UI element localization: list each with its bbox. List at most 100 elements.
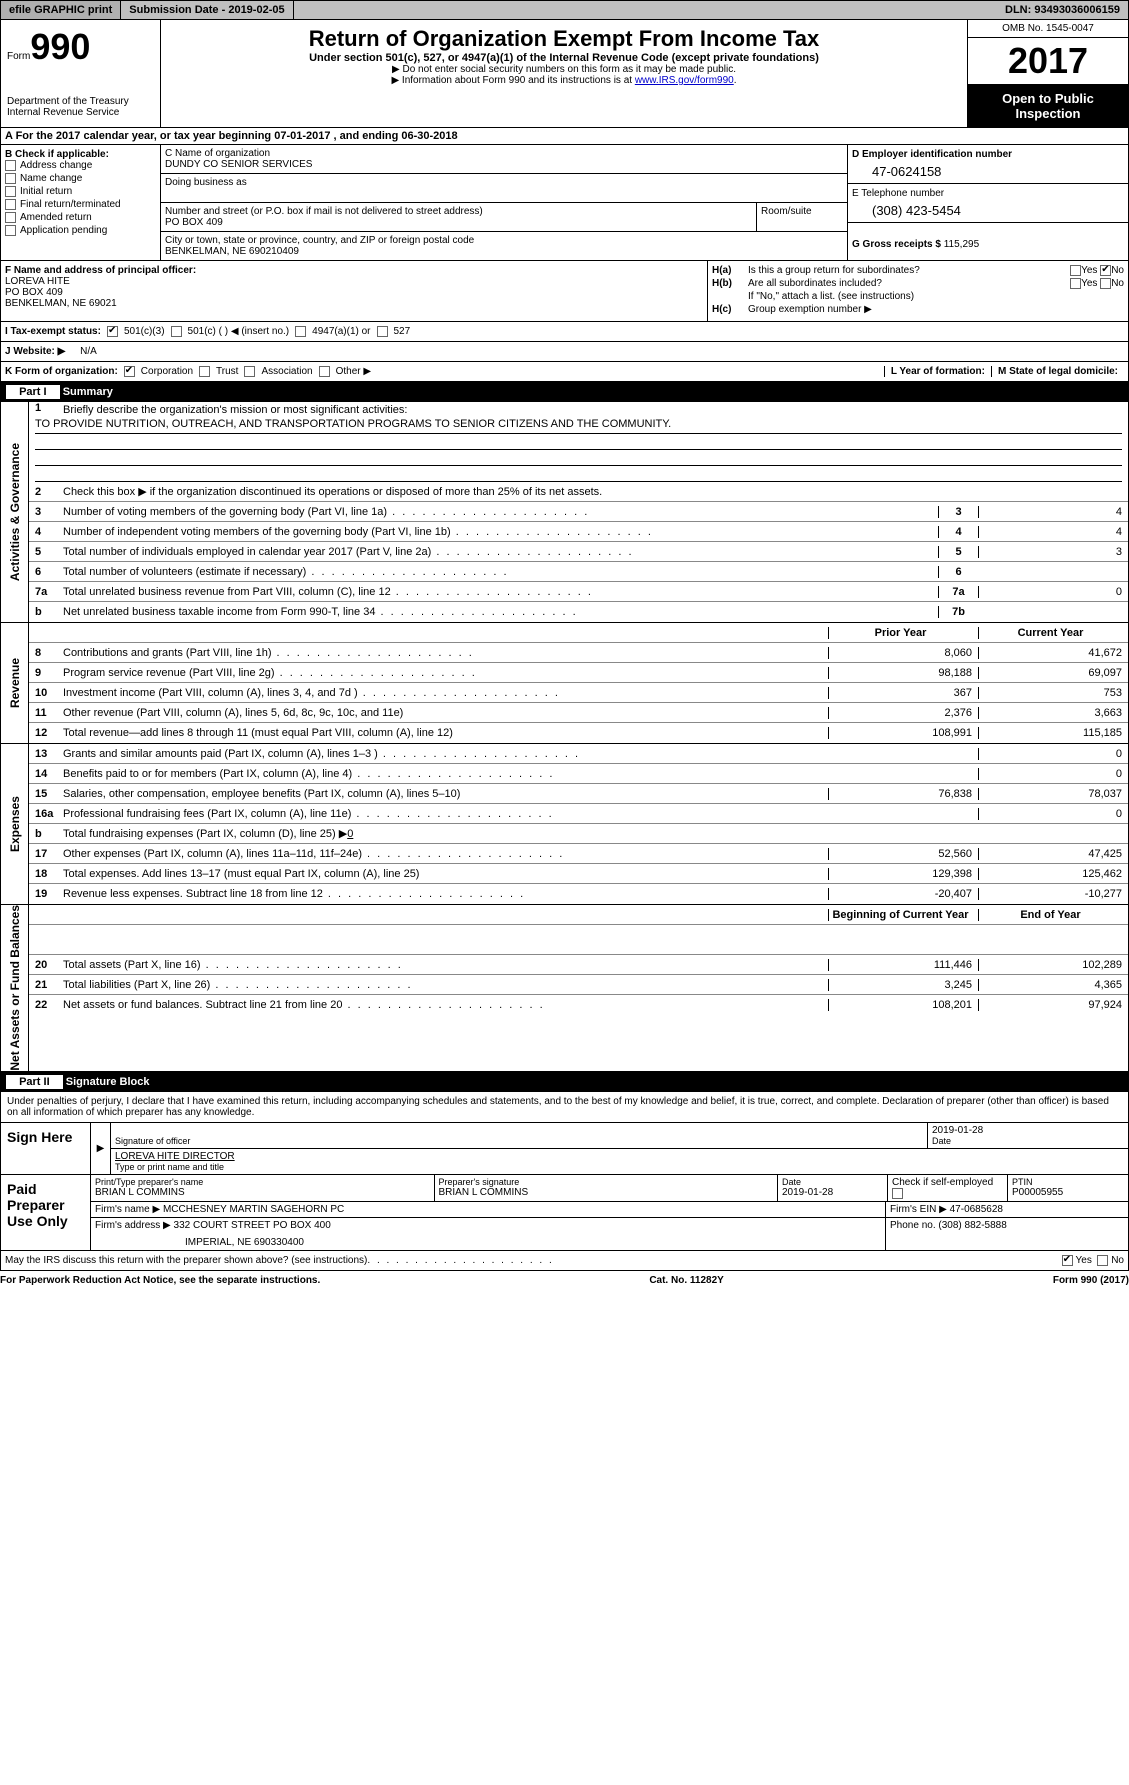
form-title: Return of Organization Exempt From Incom…	[167, 26, 961, 52]
org-name: DUNDY CO SENIOR SERVICES	[165, 159, 843, 170]
revenue-header: Prior YearCurrent Year	[29, 623, 1128, 643]
line-9: 9Program service revenue (Part VIII, lin…	[29, 663, 1128, 683]
street-cell: Number and street (or P.O. box if mail i…	[161, 203, 757, 231]
cb-trust[interactable]	[199, 366, 210, 377]
arrow-icon: ▶	[91, 1123, 111, 1174]
part-1-revenue: Revenue Prior YearCurrent Year 8Contribu…	[0, 623, 1129, 744]
h-c-row: H(c)Group exemption number ▶	[712, 304, 1124, 315]
tab-expenses: Expenses	[1, 744, 29, 904]
ha-no[interactable]	[1100, 265, 1111, 276]
cb-discuss-no[interactable]	[1097, 1255, 1108, 1266]
cb-other[interactable]	[319, 366, 330, 377]
self-employed-field: Check if self-employed	[888, 1175, 1008, 1201]
line-1-mission: 1Briefly describe the organization's mis…	[29, 402, 1128, 482]
department: Department of the Treasury Internal Reve…	[7, 96, 154, 118]
header-right: OMB No. 1545-0047 2017 Open to PublicIns…	[968, 20, 1128, 127]
cb-application-pending[interactable]: Application pending	[5, 225, 156, 236]
hb-no[interactable]	[1100, 278, 1111, 289]
cb-discuss-yes[interactable]	[1062, 1255, 1073, 1266]
line-18: 18Total expenses. Add lines 13–17 (must …	[29, 864, 1128, 884]
top-bar: efile GRAPHIC print Submission Date - 20…	[0, 0, 1129, 20]
cb-name-change[interactable]: Name change	[5, 173, 156, 184]
line-17: 17Other expenses (Part IX, column (A), l…	[29, 844, 1128, 864]
h-b-row: H(b) Are all subordinates included? Yes …	[712, 278, 1124, 289]
dln: DLN: 93493036006159	[997, 1, 1128, 19]
section-k-org-form: K Form of organization: Corporation Trus…	[0, 362, 1129, 382]
part-2-header: Part II Signature Block	[0, 1072, 1129, 1092]
cb-address-change[interactable]: Address change	[5, 160, 156, 171]
col-d-info: D Employer identification number 47-0624…	[848, 145, 1128, 260]
ein-cell: D Employer identification number 47-0624…	[848, 145, 1128, 184]
form-990-page: efile GRAPHIC print Submission Date - 20…	[0, 0, 1129, 1290]
cb-501c[interactable]	[171, 326, 182, 337]
sign-here-row: Sign Here ▶ Signature of officer 2019-01…	[1, 1123, 1128, 1175]
omb-number: OMB No. 1545-0047	[968, 20, 1128, 38]
officer-signature-field[interactable]: Signature of officer	[111, 1123, 928, 1148]
form-header: Form990 Department of the Treasury Inter…	[0, 20, 1129, 128]
cb-association[interactable]	[244, 366, 255, 377]
h-a-row: H(a) Is this a group return for subordin…	[712, 265, 1124, 276]
line-20: 20Total assets (Part X, line 16)111,4461…	[29, 955, 1128, 975]
part-2-body: Under penalties of perjury, I declare th…	[0, 1092, 1129, 1251]
col-c-org-info: C Name of organization DUNDY CO SENIOR S…	[161, 145, 848, 260]
cb-self-employed[interactable]	[892, 1188, 903, 1199]
line-6: 6Total number of volunteers (estimate if…	[29, 562, 1128, 582]
ptin-field: PTINP00005955	[1008, 1175, 1128, 1201]
page-footer: For Paperwork Reduction Act Notice, see …	[0, 1271, 1129, 1290]
cb-corporation[interactable]	[124, 366, 135, 377]
cb-501c3[interactable]	[107, 326, 118, 337]
efile-label: efile GRAPHIC print	[1, 1, 121, 19]
catalog-number: Cat. No. 11282Y	[649, 1275, 723, 1286]
principal-officer: F Name and address of principal officer:…	[1, 261, 708, 321]
line-14: 14Benefits paid to or for members (Part …	[29, 764, 1128, 784]
firm-address-field: Firm's address ▶ 332 COURT STREET PO BOX…	[91, 1218, 886, 1250]
line-22: 22Net assets or fund balances. Subtract …	[29, 995, 1128, 1015]
form-version: Form 990 (2017)	[1053, 1275, 1129, 1286]
col-b-title: B Check if applicable:	[5, 149, 156, 160]
paid-preparer-row: Paid Preparer Use Only Print/Type prepar…	[1, 1175, 1128, 1250]
tab-governance: Activities & Governance	[1, 402, 29, 622]
cb-527[interactable]	[377, 326, 388, 337]
header-center: Return of Organization Exempt From Incom…	[161, 20, 968, 127]
cb-amended-return[interactable]: Amended return	[5, 212, 156, 223]
paid-preparer-label: Paid Preparer Use Only	[1, 1175, 91, 1250]
firm-name-field: Firm's name ▶ MCCHESNEY MARTIN SAGEHORN …	[91, 1202, 886, 1217]
line-8: 8Contributions and grants (Part VIII, li…	[29, 643, 1128, 663]
line-11: 11Other revenue (Part VIII, column (A), …	[29, 703, 1128, 723]
open-inspection: Open to PublicInspection	[968, 85, 1128, 127]
officer-name-field: LOREVA HITE DIRECTOR Type or print name …	[111, 1149, 1128, 1174]
line-15: 15Salaries, other compensation, employee…	[29, 784, 1128, 804]
ein-value: 47-0624158	[852, 160, 1124, 179]
part-1-header: Part I Summary	[0, 382, 1129, 402]
tax-year: 2017	[968, 38, 1128, 85]
preparer-date-field: Date2019-01-28	[778, 1175, 888, 1201]
line-16b: bTotal fundraising expenses (Part IX, co…	[29, 824, 1128, 844]
line-10: 10Investment income (Part VIII, column (…	[29, 683, 1128, 703]
phone-value: (308) 423-5454	[852, 199, 1124, 218]
paperwork-notice: For Paperwork Reduction Act Notice, see …	[0, 1275, 320, 1286]
cb-initial-return[interactable]: Initial return	[5, 186, 156, 197]
form-subtitle: Under section 501(c), 527, or 4947(a)(1)…	[167, 52, 961, 64]
part-1-expenses: Expenses 13Grants and similar amounts pa…	[0, 744, 1129, 905]
gross-receipts-cell: G Gross receipts $ 115,295	[848, 223, 1128, 254]
irs-link[interactable]: www.IRS.gov/form990	[635, 75, 734, 86]
firm-phone-field: Phone no. (308) 882-5888	[886, 1218, 1128, 1250]
note-link: ▶ Information about Form 990 and its ins…	[167, 75, 961, 86]
line-19: 19Revenue less expenses. Subtract line 1…	[29, 884, 1128, 904]
net-spacer	[29, 925, 1128, 955]
state-domicile: M State of legal domicile:	[991, 366, 1124, 377]
cb-final-return[interactable]: Final return/terminated	[5, 199, 156, 210]
room-cell: Room/suite	[757, 203, 847, 231]
line-4: 4Number of independent voting members of…	[29, 522, 1128, 542]
discuss-row: May the IRS discuss this return with the…	[0, 1251, 1129, 1271]
note-ssn: ▶ Do not enter social security numbers o…	[167, 64, 961, 75]
cb-4947[interactable]	[295, 326, 306, 337]
header-left: Form990 Department of the Treasury Inter…	[1, 20, 161, 127]
hb-yes[interactable]	[1070, 278, 1081, 289]
section-i-tax-status: I Tax-exempt status: 501(c)(3) 501(c) ( …	[0, 322, 1129, 342]
year-formation: L Year of formation:	[884, 366, 991, 377]
section-j-website: J Website: ▶ N/A	[0, 342, 1129, 362]
ha-yes[interactable]	[1070, 265, 1081, 276]
firm-ein-field: Firm's EIN ▶ 47-0685628	[886, 1202, 1128, 1217]
section-bcd: B Check if applicable: Address change Na…	[0, 145, 1129, 261]
